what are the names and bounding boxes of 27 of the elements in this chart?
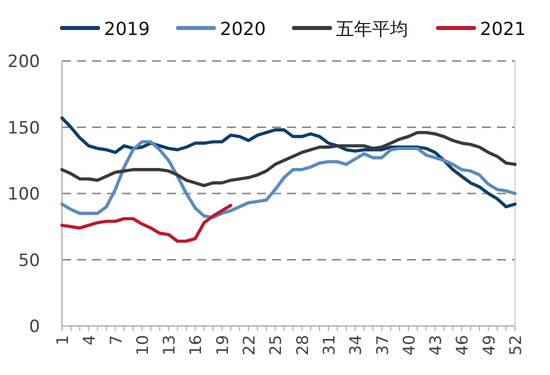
x-tick-label: 16 [186, 335, 206, 356]
y-tick-label: 100 [8, 184, 40, 204]
x-tick-label: 7 [106, 335, 126, 346]
x-tick-label: 1 [53, 335, 72, 346]
x-tick-label: 40 [399, 335, 418, 356]
x-tick-label: 4 [80, 335, 99, 346]
y-tick-label: 200 [8, 52, 40, 72]
x-tick-label: 43 [426, 335, 446, 356]
y-tick-label: 0 [29, 317, 40, 337]
legend-label: 五年平均 [336, 19, 408, 40]
legend-label: 2019 [104, 19, 150, 40]
x-tick-label: 34 [346, 335, 366, 356]
x-tick-label: 25 [266, 335, 286, 356]
x-tick-label: 52 [506, 335, 525, 356]
legend-label: 2020 [220, 19, 266, 40]
y-tick-label: 50 [18, 250, 40, 271]
x-tick-label: 37 [372, 335, 392, 356]
x-tick-label: 19 [212, 335, 232, 356]
x-tick-label: 31 [319, 335, 338, 356]
x-tick-label: 10 [132, 335, 152, 356]
y-tick-label: 150 [8, 118, 40, 138]
legend-label: 2021 [480, 19, 526, 40]
x-tick-label: 46 [452, 335, 472, 356]
x-tick-label: 13 [160, 335, 179, 356]
x-tick-label: 28 [292, 335, 312, 356]
x-tick-label: 49 [479, 335, 498, 356]
x-tick-label: 22 [240, 335, 259, 356]
